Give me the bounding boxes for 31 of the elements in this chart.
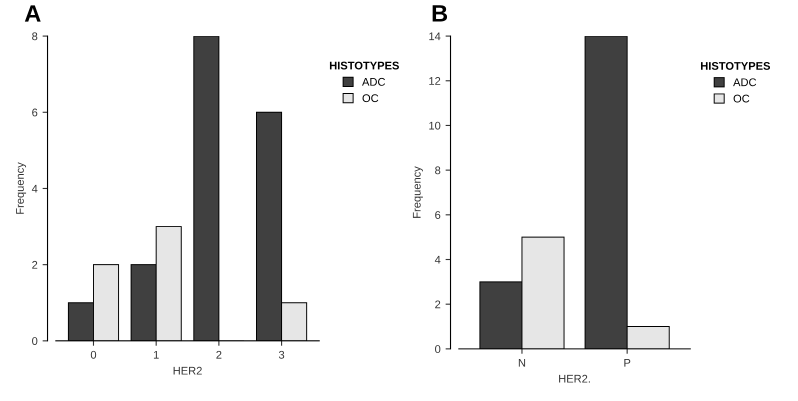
y-tick-label: 8 (435, 166, 440, 174)
y-axis-title: Frequency (412, 166, 423, 218)
chart-title: B (432, 5, 448, 22)
y-tick-label: 0 (32, 337, 38, 345)
legend-label: OC (362, 94, 378, 102)
legend-title: HISTOTYPES (330, 62, 399, 70)
y-tick-label: 4 (32, 184, 38, 192)
y-tick-label: 4 (434, 256, 440, 264)
legend-label: ADC (362, 78, 386, 86)
x-tick-label: 3 (278, 350, 284, 359)
y-tick-label: 6 (32, 108, 38, 116)
y-tick-label: 6 (435, 211, 440, 219)
chart-title: A (24, 5, 41, 22)
legend-title: HISTOTYPES (701, 62, 770, 70)
y-axis-title: Frequency (16, 162, 26, 214)
y-tick-label: 2 (32, 260, 38, 269)
x-tick-label: 0 (90, 350, 96, 359)
x-tick-label: 1 (154, 350, 159, 359)
y-tick-label: 2 (435, 300, 440, 308)
x-tick-label: N (518, 359, 526, 367)
y-tick-label: 8 (32, 32, 38, 40)
legend-label: ADC (733, 78, 756, 86)
x-tick-label: 2 (216, 350, 222, 359)
y-tick-label: 10 (429, 122, 440, 130)
y-tick-label: 14 (429, 32, 440, 40)
x-axis-title: HER2 (174, 366, 202, 375)
x-axis-title: HER2. (559, 374, 590, 383)
legend-label: OC (734, 94, 750, 102)
x-tick-label: P (624, 359, 630, 367)
y-tick-label: 12 (429, 77, 440, 85)
y-tick-label: 0 (435, 345, 440, 354)
